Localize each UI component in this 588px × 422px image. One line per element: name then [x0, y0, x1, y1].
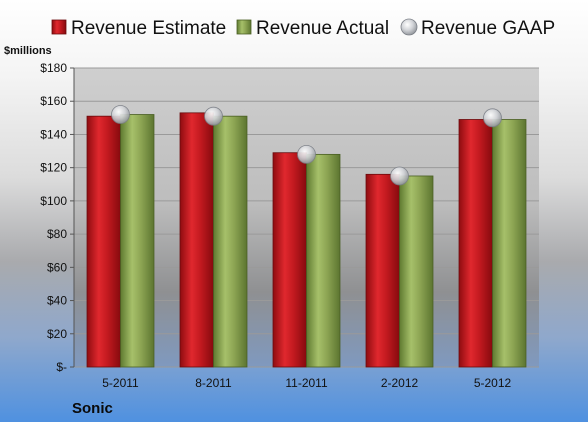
bar-revenue-estimate [179, 112, 214, 368]
y-tick-label: $- [56, 360, 67, 374]
marker-revenue-gaap [111, 105, 130, 124]
legend-item-revenue-actual: Revenue Actual [236, 18, 389, 39]
x-axis-ticks: 5-2011 8-2011 11-2011 2-2012 5-2012 [102, 376, 511, 390]
legend-swatch-estimate [51, 19, 67, 35]
gaap-markers [111, 105, 502, 186]
legend-swatch-gaap [400, 18, 418, 36]
marker-revenue-gaap [204, 106, 223, 126]
marker-revenue-gaap [390, 166, 409, 186]
legend-item-revenue-gaap: Revenue GAAP [400, 18, 555, 39]
y-tick-label: $40 [47, 294, 67, 308]
y-tick-label: $60 [47, 260, 67, 274]
x-tick-label: 11-2011 [285, 376, 328, 390]
legend-label-gaap: Revenue GAAP [421, 18, 555, 39]
bar-revenue-actual [306, 153, 341, 368]
legend-label-estimate: Revenue Estimate [71, 18, 226, 39]
y-tick-label: $80 [47, 227, 67, 241]
bars [86, 112, 527, 368]
y-tick-label: $120 [40, 161, 67, 175]
bar-revenue-actual [492, 119, 527, 368]
x-tick-label: 8-2011 [195, 376, 232, 390]
bar-revenue-estimate [272, 152, 307, 368]
legend-item-revenue-estimate: Revenue Estimate [51, 18, 226, 39]
y-tick-label: $140 [40, 127, 67, 141]
y-tick-label: $160 [40, 94, 67, 108]
y-tick-label: $100 [40, 194, 67, 208]
legend: Revenue Estimate Revenue Actual Revenue … [51, 18, 555, 39]
y-axis-unit-label: $millions [4, 45, 52, 57]
y-tick-label: $180 [40, 61, 67, 75]
legend-label-actual: Revenue Actual [256, 18, 389, 39]
bar-revenue-actual [120, 114, 155, 368]
marker-revenue-gaap [483, 108, 502, 128]
bar-revenue-estimate [365, 173, 400, 368]
legend-swatch-actual [236, 19, 252, 35]
bar-revenue-actual [399, 175, 434, 368]
x-tick-label: 2-2012 [381, 376, 419, 390]
company-name: Sonic [72, 400, 113, 417]
marker-revenue-gaap [297, 144, 316, 164]
x-tick-label: 5-2012 [474, 376, 512, 390]
y-tick-label: $20 [47, 327, 67, 341]
y-axis-ticks: $- $20 $40 $60 $80 $100 $120 $140 $160 $180 [40, 61, 67, 374]
bar-revenue-actual [213, 115, 248, 368]
bar-revenue-estimate [86, 115, 121, 368]
bar-revenue-estimate [458, 119, 493, 368]
x-tick-label: 5-2011 [102, 376, 139, 390]
